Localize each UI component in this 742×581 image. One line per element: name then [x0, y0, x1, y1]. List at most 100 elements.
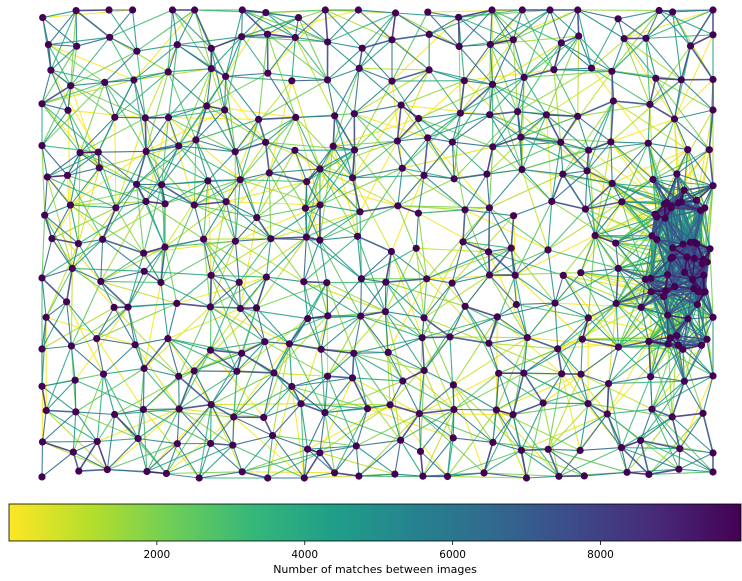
match-edge	[359, 211, 362, 279]
match-edge	[272, 435, 357, 447]
match-edge	[234, 119, 260, 153]
match-edge	[137, 438, 167, 474]
match-edge	[352, 174, 425, 179]
match-edge	[103, 344, 136, 375]
image-node	[270, 369, 278, 377]
match-edge	[674, 109, 714, 120]
match-edge	[606, 383, 610, 415]
match-edge	[640, 416, 673, 441]
match-edge	[211, 274, 240, 283]
match-edge	[396, 69, 430, 142]
match-edge	[144, 270, 212, 276]
match-edge	[576, 9, 580, 37]
match-edge	[687, 149, 714, 187]
match-edge	[523, 372, 544, 404]
match-edge	[557, 348, 582, 375]
match-edge	[360, 281, 387, 317]
match-edge	[361, 12, 396, 49]
image-node	[647, 274, 655, 282]
match-edge	[549, 9, 562, 44]
match-edge	[360, 278, 362, 317]
match-edge	[523, 338, 583, 374]
image-node	[207, 65, 215, 73]
match-edge	[611, 38, 625, 72]
match-edge	[651, 408, 714, 473]
image-node	[94, 148, 102, 156]
image-node	[412, 244, 420, 252]
image-node	[388, 36, 396, 44]
match-edge	[114, 117, 117, 208]
image-node	[618, 198, 626, 206]
match-edge	[327, 9, 359, 43]
image-node	[709, 372, 717, 380]
match-edge	[397, 112, 461, 142]
match-edge	[395, 12, 430, 35]
match-edge	[98, 150, 147, 153]
match-edge	[258, 79, 328, 120]
match-edge	[114, 408, 180, 416]
match-edge	[145, 145, 180, 202]
match-edge	[225, 75, 292, 82]
match-edge	[48, 44, 135, 81]
image-node	[391, 470, 399, 478]
match-edge	[452, 141, 493, 148]
image-node	[38, 345, 46, 353]
image-node	[551, 299, 559, 307]
match-edge	[578, 35, 593, 69]
match-edge	[704, 291, 714, 318]
match-edge	[72, 267, 145, 272]
match-edge	[319, 149, 355, 170]
match-edge	[357, 235, 392, 253]
match-edge	[464, 209, 549, 251]
image-node	[39, 14, 47, 22]
match-edge	[453, 408, 497, 411]
image-node	[350, 349, 358, 357]
image-node	[705, 146, 713, 154]
match-edge	[390, 175, 425, 252]
match-edge	[587, 383, 609, 404]
image-node	[316, 449, 324, 457]
match-edge	[655, 78, 675, 120]
match-edge	[384, 311, 425, 371]
match-edge	[686, 256, 705, 276]
match-edge	[264, 341, 290, 345]
match-edge	[489, 77, 525, 116]
match-edge	[367, 404, 391, 410]
image-node	[264, 474, 272, 482]
colorbar-ticks: 2000 4000 6000 8000	[144, 541, 614, 561]
image-node	[93, 335, 101, 343]
match-edge	[495, 409, 528, 479]
match-edge	[127, 253, 145, 308]
match-edge	[273, 372, 293, 388]
match-edge	[577, 9, 619, 20]
match-edge	[210, 442, 233, 446]
match-edge	[553, 35, 580, 71]
match-edge	[498, 373, 514, 415]
match-edge	[50, 69, 69, 111]
image-node	[509, 212, 518, 220]
match-edge	[304, 181, 308, 209]
image-node	[206, 346, 215, 354]
image-node	[555, 472, 563, 480]
match-edge	[447, 449, 522, 477]
match-edge	[45, 243, 79, 318]
match-edge	[303, 280, 327, 284]
match-edge	[144, 117, 147, 152]
image-node	[381, 308, 389, 316]
match-edge	[561, 373, 581, 451]
match-edge	[143, 246, 166, 254]
match-edge	[195, 139, 227, 202]
match-edge	[291, 79, 328, 82]
match-edge	[69, 204, 79, 244]
image-node	[709, 75, 717, 84]
match-edge	[367, 408, 454, 411]
match-edge	[354, 113, 428, 139]
image-node	[158, 181, 166, 189]
match-edge	[488, 247, 512, 253]
image-node	[645, 470, 653, 478]
image-node	[674, 341, 683, 349]
match-edge	[178, 349, 211, 410]
image-node	[642, 34, 650, 42]
image-node	[140, 267, 148, 275]
match-edge	[496, 373, 582, 411]
